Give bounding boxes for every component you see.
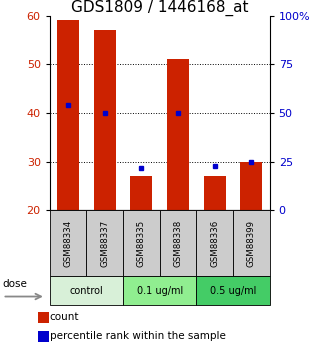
Bar — [196, 210, 233, 276]
Text: GSM88335: GSM88335 — [137, 220, 146, 267]
Bar — [240, 162, 262, 210]
Bar — [160, 210, 196, 276]
Bar — [123, 210, 160, 276]
Text: control: control — [70, 286, 103, 296]
Bar — [167, 59, 189, 210]
Title: GDS1809 / 1446168_at: GDS1809 / 1446168_at — [71, 0, 248, 16]
Text: count: count — [50, 312, 79, 322]
Bar — [204, 176, 226, 210]
Text: GSM88338: GSM88338 — [174, 220, 183, 267]
Bar — [50, 276, 123, 305]
Text: GSM88334: GSM88334 — [64, 220, 73, 267]
Bar — [233, 210, 270, 276]
Text: percentile rank within the sample: percentile rank within the sample — [50, 331, 226, 341]
Bar — [86, 210, 123, 276]
Bar — [123, 276, 196, 305]
Text: 0.5 ug/ml: 0.5 ug/ml — [210, 286, 256, 296]
Text: 0.1 ug/ml: 0.1 ug/ml — [136, 286, 183, 296]
Bar — [57, 20, 79, 210]
Bar — [94, 30, 116, 210]
Text: GSM88337: GSM88337 — [100, 220, 109, 267]
Bar — [39, 331, 49, 342]
Bar — [130, 176, 152, 210]
Text: dose: dose — [3, 279, 27, 289]
Bar — [39, 312, 49, 323]
Text: GSM88399: GSM88399 — [247, 220, 256, 267]
Text: GSM88336: GSM88336 — [210, 220, 219, 267]
Bar — [196, 276, 270, 305]
Bar — [50, 210, 86, 276]
